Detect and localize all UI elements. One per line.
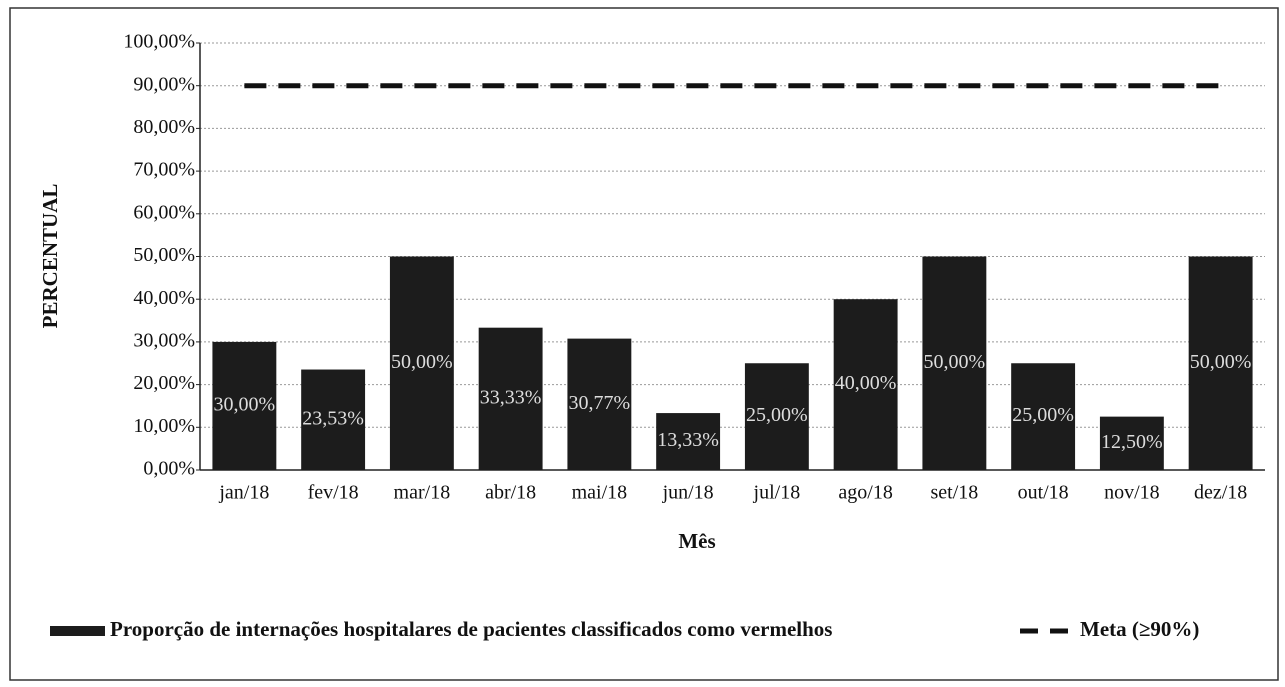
y-tick-label: 40,00% [133, 287, 195, 309]
y-tick-label: 50,00% [133, 244, 195, 266]
y-tick-label: 20,00% [133, 372, 195, 394]
x-tick-label: fev/18 [308, 482, 359, 504]
data-label: 12,50% [1101, 431, 1163, 453]
data-label: 50,00% [391, 351, 453, 373]
bar [1099, 416, 1164, 470]
bar [744, 363, 809, 470]
x-tick-label: set/18 [930, 482, 978, 504]
data-label: 40,00% [835, 372, 897, 394]
data-label: 33,33% [480, 386, 542, 408]
legend-swatch [50, 626, 105, 636]
bar [478, 327, 543, 470]
x-tick-label: mai/18 [572, 482, 628, 504]
bar [567, 338, 632, 470]
y-tick-label: 60,00% [133, 201, 195, 223]
data-label: 30,00% [214, 394, 276, 416]
x-tick-label: jul/18 [753, 482, 801, 504]
data-label: 50,00% [1190, 351, 1252, 373]
x-tick-label: out/18 [1018, 482, 1069, 504]
x-tick-label: dez/18 [1194, 482, 1247, 504]
bar [389, 256, 454, 470]
data-label: 25,00% [1012, 404, 1074, 426]
y-tick-label: 0,00% [143, 458, 195, 480]
chart-border [9, 7, 1279, 681]
x-tick-label: nov/18 [1104, 482, 1160, 504]
x-tick-label: jan/18 [218, 482, 269, 504]
data-label: 13,33% [657, 429, 719, 451]
bar [922, 256, 987, 470]
data-label: 25,00% [746, 404, 808, 426]
y-tick-label: 10,00% [133, 415, 195, 437]
x-tick-label: ago/18 [838, 482, 892, 504]
bar [1011, 363, 1076, 470]
x-axis-title: Mês [678, 529, 715, 553]
y-tick-label: 100,00% [123, 31, 195, 53]
x-tick-label: mar/18 [394, 482, 451, 504]
y-tick-label: 90,00% [133, 73, 195, 95]
y-tick-label: 70,00% [133, 159, 195, 181]
x-tick-label: abr/18 [485, 482, 536, 504]
data-label: 23,53% [302, 407, 364, 429]
bar [212, 341, 277, 470]
data-label: 30,77% [569, 392, 631, 414]
bar [833, 299, 898, 470]
y-axis-title: PERCENTUAL [38, 184, 62, 329]
bar [1188, 256, 1253, 470]
legend-label: Proporção de internações hospitalares de… [110, 617, 832, 641]
y-tick-label: 30,00% [133, 329, 195, 351]
x-tick-label: jun/18 [662, 482, 714, 504]
data-label: 50,00% [924, 351, 986, 373]
bar [301, 369, 366, 470]
legend-label: Meta (≥90%) [1080, 617, 1199, 641]
bar [656, 413, 721, 470]
y-tick-label: 80,00% [133, 116, 195, 138]
